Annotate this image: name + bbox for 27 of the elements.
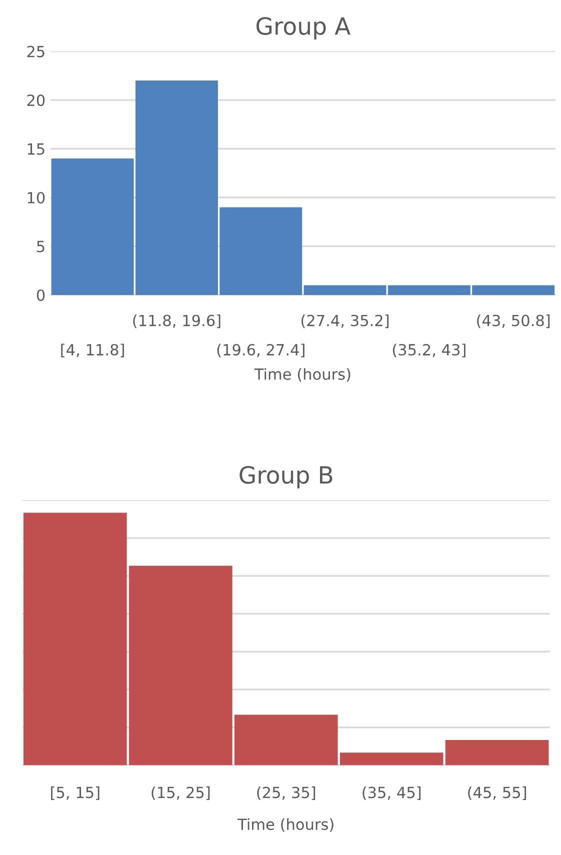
x-tick-label: [4, 11.8] [61,344,124,358]
x-tick-label: [5, 15] [51,786,100,800]
bar [234,714,338,766]
x-tick-label: (11.8, 19.6] [133,314,220,328]
bar [445,740,549,766]
x-tick-label: (45, 55] [468,786,526,800]
x-tick-label: (35, 45] [362,786,421,800]
chart-title: Group A [256,17,351,40]
y-tick-label: 25 [27,46,44,58]
bar [23,512,127,766]
x-tick-label: (35.2, 43] [392,344,466,358]
y-tick-label: 20 [27,94,45,106]
y-tick-label: 10 [28,192,45,204]
x-axis-title: Time (hours) [238,818,334,832]
x-tick-label: (15, 25] [152,786,210,800]
y-tick-label: 15 [28,143,44,155]
chart-title: Group B [240,466,332,488]
y-tick-label: 5 [37,240,44,252]
x-axis-title: Time (hours) [254,368,350,382]
x-tick-label: (25, 35] [257,786,316,800]
bar [340,752,444,766]
x-tick-label: (43, 50.8] [477,314,550,328]
bar [128,566,232,766]
bar [304,285,386,295]
y-tick-label: 0 [36,289,45,301]
x-tick-label: (27.4, 35.2] [301,314,389,328]
x-tick-label: (19.6, 27.4] [217,344,304,358]
